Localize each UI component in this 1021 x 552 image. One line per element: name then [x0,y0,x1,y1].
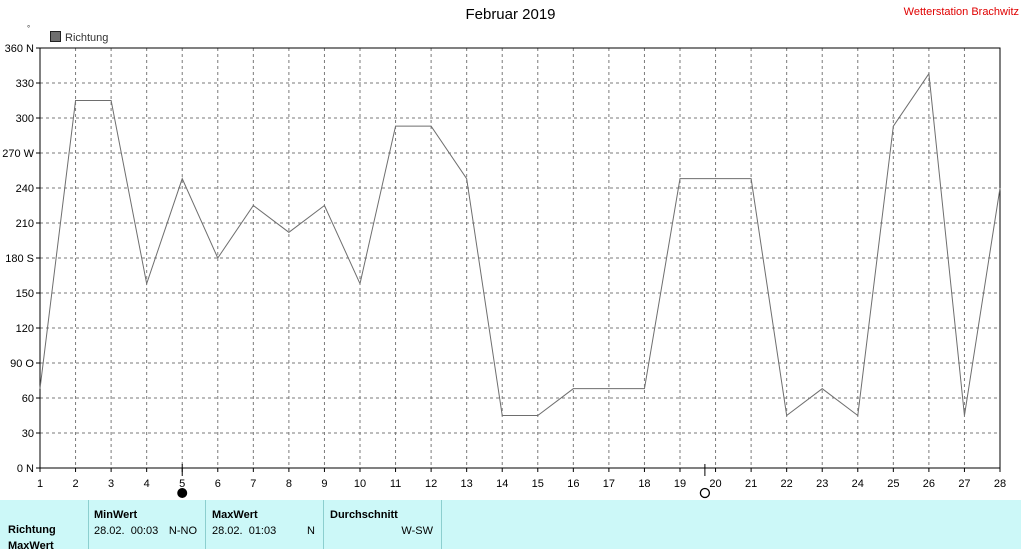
x-tick-label: 28 [994,478,1006,490]
summary-row-label: Richtung [8,524,56,536]
x-tick-label: 18 [638,478,650,490]
y-tick-label: 0 N [17,463,34,475]
x-tick-label: 3 [108,478,114,490]
summary-max-datetime: 28.02. 01:03 [212,525,276,537]
x-tick-label: 10 [354,478,366,490]
x-tick-label: 9 [321,478,327,490]
x-tick-label: 24 [852,478,864,490]
y-tick-label: 360 N [5,43,34,55]
summary-panel: Richtung MaxWert MinWert 28.02. 00:03 N-… [0,500,1021,549]
y-tick-label: 60 [22,393,34,405]
x-tick-label: 4 [144,478,150,490]
summary-min: MinWert 28.02. 00:03 N-NO [88,500,206,549]
x-tick-label: 22 [781,478,793,490]
summary-min-datetime: 28.02. 00:03 [94,525,158,537]
summary-max-header: MaxWert [212,509,258,521]
x-tick-label: 13 [461,478,473,490]
x-tick-label: 15 [532,478,544,490]
summary-min-header: MinWert [94,509,137,521]
x-tick-label: 11 [390,478,401,490]
x-tick-label: 19 [674,478,686,490]
x-tick-label: 8 [286,478,292,490]
y-tick-label: 270 W [2,148,34,160]
x-tick-label: 26 [923,478,935,490]
x-tick-label: 14 [496,478,508,490]
x-tick-label: 27 [958,478,970,490]
x-tick-label: 2 [72,478,78,490]
x-tick-label: 17 [603,478,615,490]
open-circle-marker [700,489,709,498]
y-tick-label: 300 [16,113,34,125]
summary-max: MaxWert 28.02. 01:03 N [206,500,324,549]
x-tick-label: 7 [250,478,256,490]
y-tick-label: 180 S [5,253,34,265]
y-tick-label: 240 [16,183,34,195]
x-tick-label: 20 [709,478,721,490]
summary-avg-header: Durchschnitt [330,509,398,521]
x-tick-label: 6 [215,478,221,490]
y-tick-label: 150 [16,288,34,300]
x-tick-label: 12 [425,478,437,490]
summary-avg: Durchschnitt W-SW [324,500,442,549]
summary-row-label-col: Richtung MaxWert [0,500,89,549]
series-line-richtung [40,74,1000,416]
x-tick-label: 1 [37,478,43,490]
x-tick-label: 16 [567,478,579,490]
y-tick-label: 210 [16,218,34,230]
y-tick-label: 330 [16,78,34,90]
summary-min-value: N-NO [169,525,197,537]
y-tick-label: 120 [16,323,34,335]
x-tick-label: 21 [745,478,757,490]
full-circle-marker [178,489,187,498]
summary-avg-value: W-SW [401,525,433,537]
y-tick-label: 30 [22,428,34,440]
summary-max-value: N [307,525,315,537]
summary-row-label-next: MaxWert [8,540,54,552]
x-tick-label: 25 [887,478,899,490]
x-tick-label: 23 [816,478,828,490]
y-tick-label: 90 O [10,358,34,370]
